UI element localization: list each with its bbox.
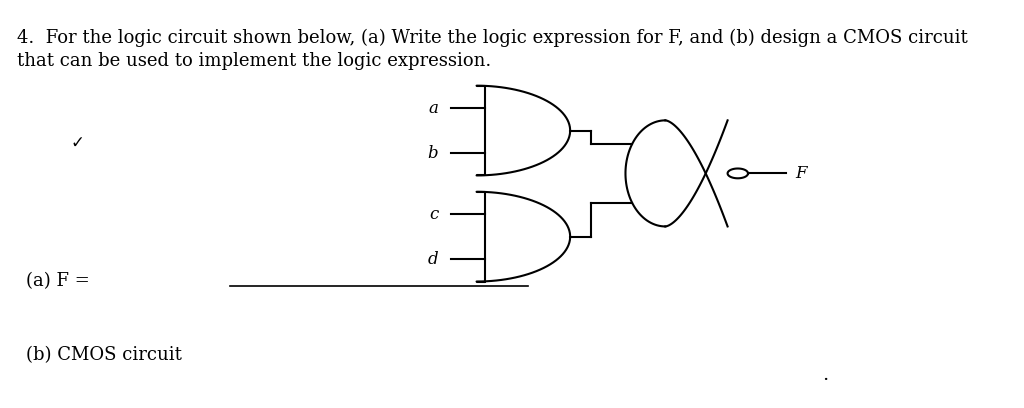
Text: d: d bbox=[428, 251, 438, 268]
Text: b: b bbox=[428, 144, 438, 162]
Text: (b) CMOS circuit: (b) CMOS circuit bbox=[26, 346, 181, 364]
Text: a: a bbox=[428, 100, 438, 117]
Text: $\checkmark$: $\checkmark$ bbox=[70, 134, 83, 151]
Text: F: F bbox=[795, 165, 806, 182]
Text: .: . bbox=[822, 366, 828, 384]
Text: c: c bbox=[429, 206, 438, 223]
Text: 4.  For the logic circuit shown below, (a) Write the logic expression for F, and: 4. For the logic circuit shown below, (a… bbox=[17, 29, 968, 71]
Text: (a) F =: (a) F = bbox=[26, 273, 89, 290]
